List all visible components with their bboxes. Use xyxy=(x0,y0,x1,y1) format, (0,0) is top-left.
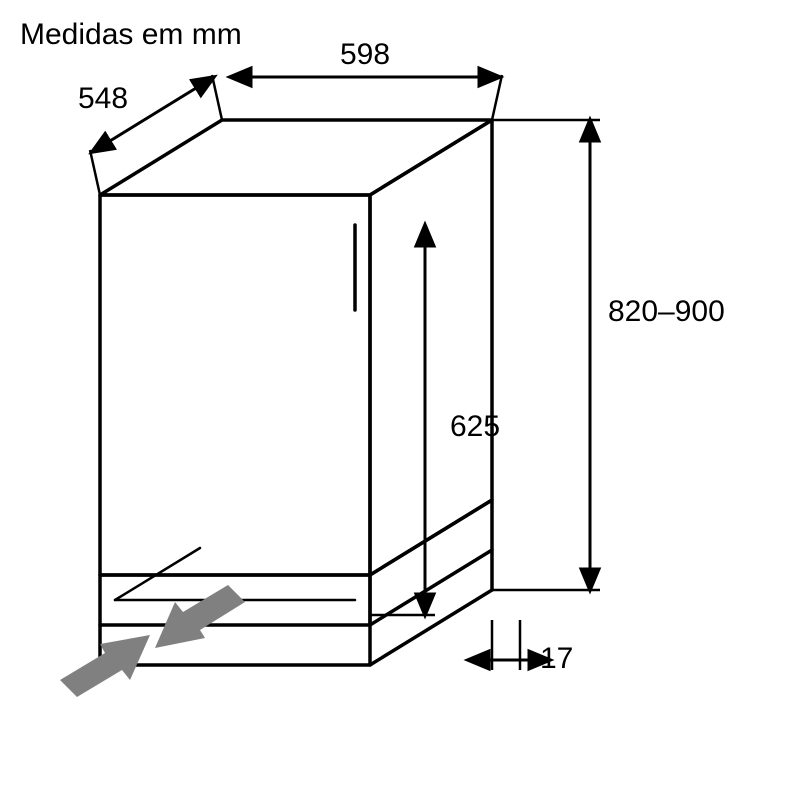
slide-direction-arrows xyxy=(60,585,245,697)
dim-toe-gap xyxy=(468,620,550,670)
label-depth: 548 xyxy=(78,82,128,116)
dim-total-height xyxy=(492,120,600,590)
label-width: 598 xyxy=(340,38,390,72)
label-door-height: 625 xyxy=(450,410,500,444)
label-total-height: 820–900 xyxy=(608,295,725,329)
dim-width xyxy=(230,75,502,120)
label-toe-gap: 17 xyxy=(540,642,573,676)
dimension-drawing xyxy=(0,0,800,800)
